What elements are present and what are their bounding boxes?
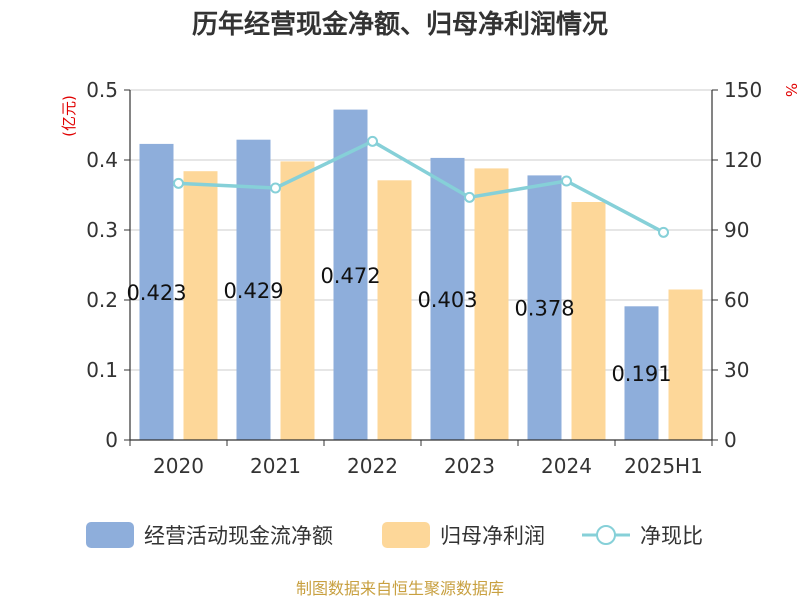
data-label: 0.378 — [514, 297, 574, 321]
legend-swatch-operating-cash-flow — [86, 522, 134, 548]
right-axis-tick-label: 60 — [724, 288, 749, 312]
legend: 经营活动现金流净额 归母净利润 净现比 — [86, 522, 703, 548]
bar-net-profit[interactable] — [280, 161, 315, 440]
right-axis-tick-label: 90 — [724, 218, 749, 242]
gridlines — [130, 89, 712, 371]
data-label: 0.403 — [417, 288, 477, 312]
right-axis-tick-label: 120 — [724, 148, 762, 172]
bar-operating-cash-flow[interactable] — [624, 306, 659, 440]
legend-label-ratio: 净现比 — [640, 524, 703, 548]
line-layer — [173, 135, 669, 238]
x-axis-tick-label: 2025H1 — [624, 454, 703, 478]
x-axis-tick-label: 2024 — [541, 454, 592, 478]
left-axis-tick-label: 0.2 — [86, 288, 118, 312]
bar-layer — [139, 109, 703, 441]
ratio-point[interactable] — [464, 191, 475, 203]
bar-operating-cash-flow[interactable] — [527, 175, 562, 440]
ratio-line — [178, 139, 665, 234]
right-axis-tick-label: 150 — [724, 78, 762, 102]
bar-net-profit[interactable] — [183, 171, 218, 440]
chart-title: 历年经营现金净额、归母净利润情况 — [192, 9, 608, 40]
ratio-point[interactable] — [561, 175, 572, 187]
bar-net-profit[interactable] — [668, 289, 703, 441]
left-axis-tick-label: 0.4 — [86, 148, 118, 172]
bar-operating-cash-flow[interactable] — [430, 157, 465, 440]
ratio-point[interactable] — [270, 182, 281, 194]
bar-operating-cash-flow[interactable] — [139, 143, 174, 440]
x-axis-tick-label: 2020 — [153, 454, 204, 478]
ratio-point[interactable] — [367, 135, 378, 147]
source-note: 制图数据来自恒生聚源数据库 — [296, 579, 504, 598]
left-axis-tick-label: 0 — [105, 428, 118, 452]
x-axis-tick-label: 2023 — [444, 454, 495, 478]
data-label: 0.423 — [126, 281, 186, 305]
x-axis-tick-label: 2021 — [250, 454, 301, 478]
data-label: 0.472 — [320, 264, 380, 288]
axes: 0 0 0.1 30 0.2 60 0.3 90 0.4 120 0.5 150 2020 2021 202… — [86, 78, 762, 478]
left-axis-unit: (亿元) — [60, 95, 78, 137]
data-label: 0.191 — [611, 362, 671, 386]
bar-net-profit[interactable] — [377, 180, 412, 441]
legend-label-operating-cash-flow: 经营活动现金流净额 — [144, 524, 333, 548]
bar-net-profit[interactable] — [571, 202, 606, 440]
right-axis-unit: % — [782, 83, 800, 97]
left-axis-tick-label: 0.5 — [86, 78, 118, 102]
bar-operating-cash-flow[interactable] — [236, 139, 271, 440]
left-axis-tick-label: 0.1 — [86, 358, 118, 382]
bar-operating-cash-flow[interactable] — [333, 109, 368, 440]
x-axis-tick-label: 2022 — [347, 454, 398, 478]
ratio-point[interactable] — [658, 226, 669, 238]
right-axis-tick-label: 0 — [724, 428, 737, 452]
bar-net-profit[interactable] — [474, 168, 509, 440]
right-axis-tick-label: 30 — [724, 358, 749, 382]
legend-label-net-profit: 归母净利润 — [440, 524, 545, 548]
data-label-layer: 0.423 0.429 0.472 0.403 0.378 0.191 — [126, 264, 671, 386]
legend-marker-ratio — [596, 525, 616, 545]
ratio-point[interactable] — [173, 177, 184, 189]
legend-swatch-net-profit — [382, 522, 430, 548]
left-axis-tick-label: 0.3 — [86, 218, 118, 242]
data-label: 0.429 — [223, 279, 283, 303]
